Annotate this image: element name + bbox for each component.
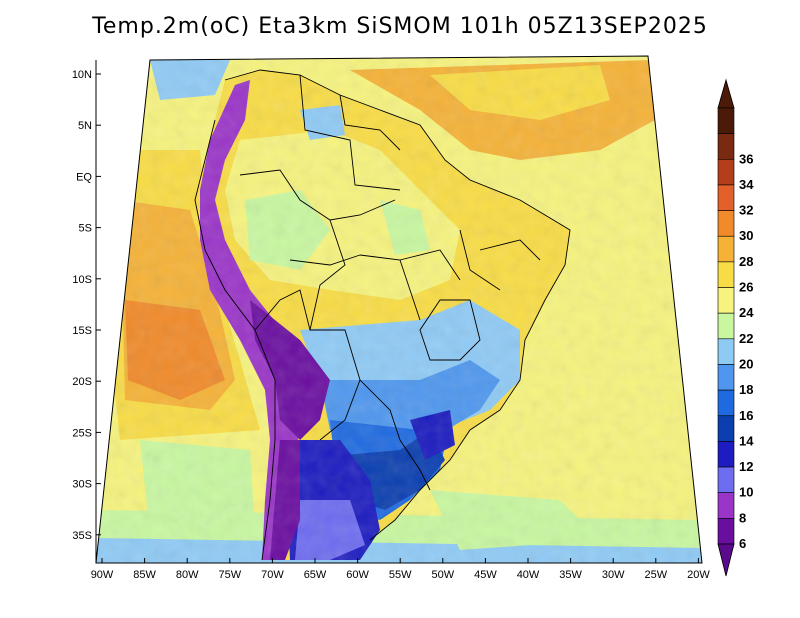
lon-tick-label: 50W: [431, 569, 454, 581]
lon-tick-label: 90W: [91, 569, 114, 581]
lon-tick-label: 20W: [687, 569, 710, 581]
colorbar-swatch: [717, 389, 735, 417]
lon-tick-label: 35W: [559, 569, 582, 581]
map-domain: [96, 56, 702, 563]
lat-tick-label: 20S: [72, 376, 92, 388]
lon-tick-label: 70W: [261, 569, 284, 581]
colorbar-swatch: [717, 518, 735, 545]
lon-tick-label: 85W: [133, 569, 156, 581]
colorbar-label: 24: [739, 305, 754, 320]
colorbar-label: 8: [739, 510, 746, 525]
colorbar-swatch: [717, 312, 735, 340]
colorbar-label: 26: [739, 280, 753, 295]
colorbar-swatch: [717, 364, 735, 391]
colorbar-swatch: [717, 466, 735, 494]
colorbar-label: 22: [739, 331, 753, 346]
lat-tick-label: 25S: [72, 427, 92, 439]
colorbar-swatch: [717, 415, 735, 442]
colorbar-label: 20: [739, 356, 753, 371]
lat-tick-label: 5N: [78, 120, 92, 132]
colorbar-swatch: [717, 492, 735, 519]
lat-tick-label: 30S: [72, 479, 92, 491]
colorbar-swatch: [717, 184, 735, 211]
lon-tick-label: 40W: [517, 569, 540, 581]
lon-tick-label: 80W: [176, 569, 199, 581]
colorbar-label: 34: [739, 177, 754, 192]
lon-tick-label: 75W: [218, 569, 241, 581]
lon-tick-label: 30W: [602, 569, 625, 581]
colorbar-swatch: [717, 133, 735, 160]
colorbar-swatch: [717, 338, 735, 365]
colorbar-swatch: [717, 158, 735, 186]
colorbar-label: 30: [739, 228, 753, 243]
colorbar-label: 6: [739, 536, 746, 551]
lon-tick-label: 45W: [474, 569, 497, 581]
colorbar-label: 10: [739, 485, 753, 500]
lon-tick-label: 25W: [644, 569, 667, 581]
colorbar-label: 12: [739, 459, 753, 474]
colorbar-swatch: [717, 261, 735, 288]
colorbar: 6 8 10 12 14 16 18 20 22 24 26 28 30 32 34 36: [717, 78, 754, 577]
colorbar-swatch: [717, 107, 735, 134]
colorbar-label: 14: [739, 433, 754, 448]
longitude-axis: 90W 85W 80W 75W 70W 65W 60W 55W 50W 45W 40W 35W 30W 2…: [91, 558, 710, 581]
colorbar-swatch: [717, 441, 735, 468]
colorbar-label: 18: [739, 382, 753, 397]
latitude-axis: 10N 5N EQ 5S 10S 15S 20S 25S 30S 35S: [72, 69, 101, 542]
colorbar-over-arrow: [717, 78, 735, 109]
texture-overlay: [96, 56, 702, 563]
lat-tick-label: 10S: [72, 274, 92, 286]
colorbar-under-arrow: [717, 543, 735, 577]
colorbar-swatch: [717, 235, 735, 263]
colorbar-label: 32: [739, 203, 753, 218]
lat-tick-label: 5S: [79, 223, 92, 235]
colorbar-label: 36: [739, 151, 753, 166]
lat-tick-label: EQ: [76, 171, 92, 183]
lat-tick-label: 10N: [72, 69, 92, 81]
country-borders: [194, 69, 571, 561]
lon-tick-label: 55W: [389, 569, 412, 581]
colorbar-swatch: [717, 287, 735, 314]
lat-tick-label: 15S: [72, 325, 92, 337]
lon-tick-label: 60W: [346, 569, 369, 581]
lon-tick-label: 65W: [304, 569, 327, 581]
colorbar-label: 16: [739, 408, 753, 423]
colorbar-label: 28: [739, 254, 753, 269]
map-title: Temp.2m(oC) Eta3km SiSMOM 101h 05Z13SEP2…: [92, 14, 708, 39]
lat-tick-label: 35S: [72, 530, 92, 542]
colorbar-swatch: [717, 210, 735, 237]
